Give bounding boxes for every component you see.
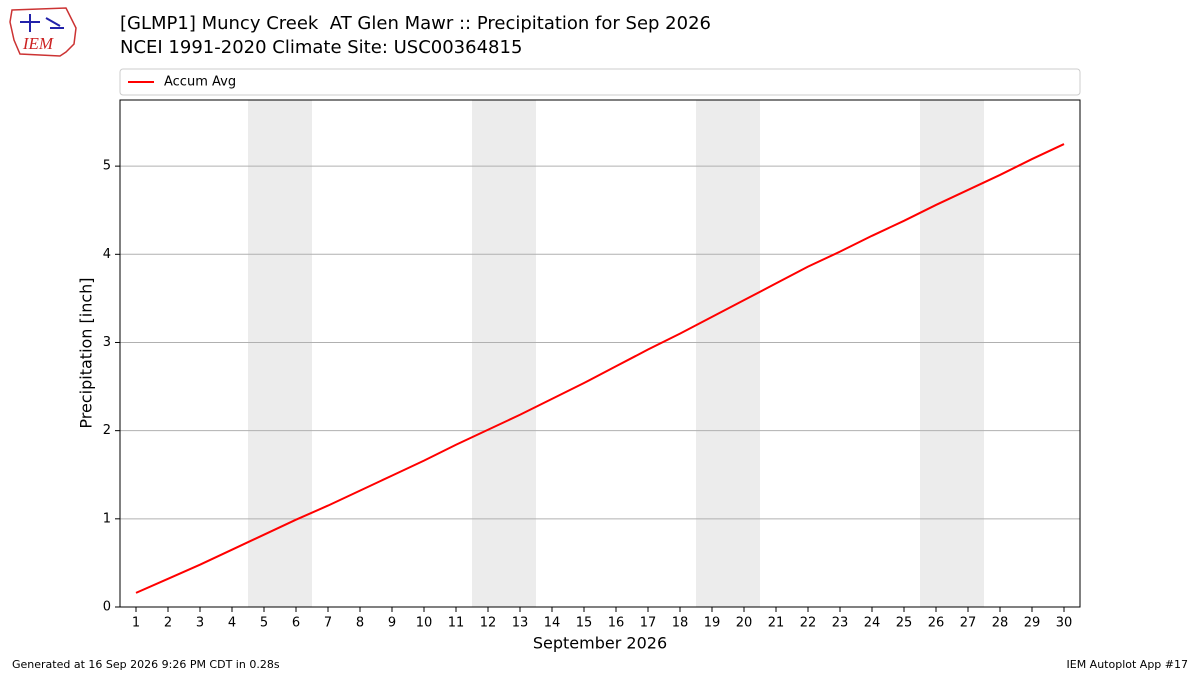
legend-label: Accum Avg [164, 75, 236, 90]
x-tick-label: 15 [576, 616, 593, 631]
logo: IEM [9, 7, 77, 57]
weekend-shade [696, 100, 760, 607]
x-tick-label: 20 [736, 616, 753, 631]
data-line [135, 143, 1065, 594]
y-tick-label: 1 [103, 511, 111, 526]
weekend-shade [920, 100, 984, 607]
x-tick-label: 5 [260, 616, 268, 631]
footer-right: IEM Autoplot App #17 [1067, 658, 1189, 671]
x-tick-label: 19 [704, 616, 721, 631]
x-tick-label: 8 [356, 616, 364, 631]
x-tick-label: 1 [132, 616, 140, 631]
x-tick-label: 9 [388, 616, 396, 631]
y-tick-label: 4 [103, 247, 111, 262]
x-tick-label: 21 [768, 616, 785, 631]
legend-box [119, 68, 1081, 96]
x-tick-label: 14 [544, 616, 561, 631]
weekend-shade [248, 100, 312, 607]
y-tick-label: 2 [103, 423, 111, 438]
chart-subtitle: NCEI 1991-2020 Climate Site: USC00364815 [120, 37, 522, 58]
x-tick-label: 6 [292, 616, 300, 631]
x-tick-label: 23 [832, 616, 849, 631]
x-tick-label: 28 [992, 616, 1009, 631]
logo-outline [9, 7, 77, 57]
x-tick-label: 12 [480, 616, 497, 631]
x-tick-label: 26 [928, 616, 945, 631]
x-tick-label: 27 [960, 616, 977, 631]
x-tick-label: 11 [448, 616, 465, 631]
x-tick-label: 3 [196, 616, 204, 631]
x-tick-label: 10 [416, 616, 433, 631]
y-tick-label: 0 [103, 600, 111, 615]
x-tick-label: 25 [896, 616, 913, 631]
logo-text: IEM [22, 34, 54, 53]
x-tick-label: 16 [608, 616, 625, 631]
chart-title: [GLMP1] Muncy Creek AT Glen Mawr :: Prec… [120, 13, 711, 34]
x-tick-label: 24 [864, 616, 881, 631]
x-tick-label: 13 [512, 616, 529, 631]
x-tick-label: 17 [640, 616, 657, 631]
logo-icon [20, 14, 64, 32]
y-tick-label: 3 [103, 335, 111, 350]
x-tick-label: 7 [324, 616, 332, 631]
y-axis-label: Precipitation [inch] [77, 277, 96, 428]
y-tick-label: 5 [103, 159, 111, 174]
x-tick-label: 30 [1056, 616, 1073, 631]
weekend-shade [472, 100, 536, 607]
x-tick-label: 2 [164, 616, 172, 631]
x-tick-label: 22 [800, 616, 817, 631]
footer-left: Generated at 16 Sep 2026 9:26 PM CDT in … [12, 658, 280, 671]
x-tick-label: 4 [228, 616, 236, 631]
x-tick-label: 29 [1024, 616, 1041, 631]
x-axis-label: September 2026 [533, 634, 667, 653]
x-tick-label: 18 [672, 616, 689, 631]
plot-frame [119, 99, 1081, 608]
